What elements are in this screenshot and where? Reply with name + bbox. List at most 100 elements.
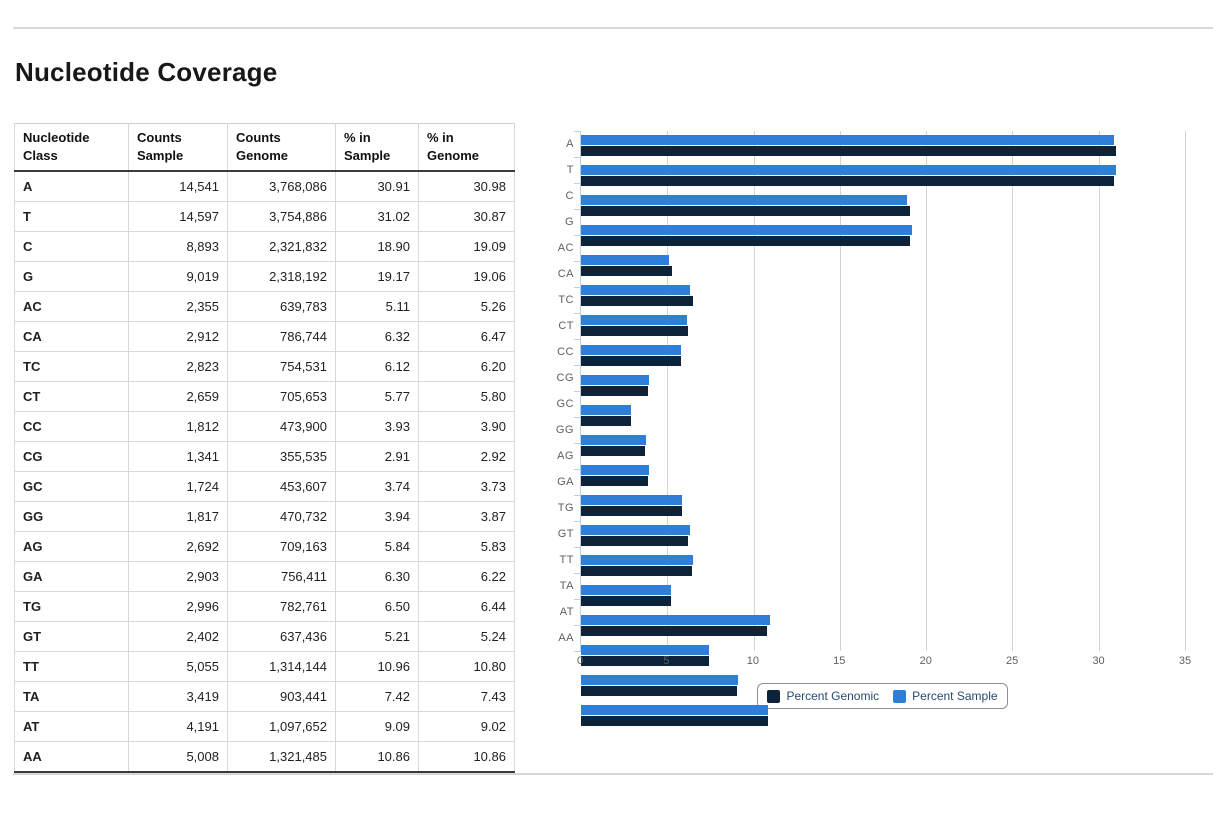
cell-nucleotide-class: CG [14,441,129,473]
bar-percent-genomic [581,506,682,516]
bar-percent-sample [581,225,912,235]
table-header-row: Nucleotide Class Counts Sample Counts Geno… [14,123,515,173]
cell-value: 453,607 [227,471,336,503]
category-axis-tick [574,235,581,236]
cell-value: 10.86 [335,741,419,774]
legend-item-percent-genomic[interactable]: Percent Genomic [767,689,879,703]
gridline [1098,131,1100,651]
category-axis-tick [574,313,581,314]
cell-value: 3.93 [335,411,419,443]
cell-value: 6.47 [418,321,515,353]
cell-value: 8,893 [128,231,228,263]
gridline [1012,131,1014,651]
cell-value: 2,823 [128,351,228,383]
category-axis-tick [574,287,581,288]
table-row: GA 2,903 756,411 6.30 6.22 [14,561,515,593]
cell-value: 2,402 [128,621,228,653]
category-label: C [565,190,574,202]
bar-percent-sample [581,345,681,355]
table-row: GT 2,402 637,436 5.21 5.24 [14,621,515,653]
table-row: C 8,893 2,321,832 18.90 19.09 [14,231,515,263]
value-axis-tick-label: 30 [1092,655,1105,667]
cell-nucleotide-class: GC [14,471,129,503]
bar-percent-sample [581,405,632,415]
cell-nucleotide-class: AA [14,741,129,774]
category-label: TA [559,580,574,592]
bar-percent-genomic [581,206,911,216]
cell-value: 5.24 [418,621,515,653]
bar-percent-genomic [581,536,689,546]
category-label: G [564,216,574,228]
table-row: CA 2,912 786,744 6.32 6.47 [14,321,515,353]
table-header: Nucleotide Class Counts Sample Counts Geno… [14,123,515,173]
cell-value: 5.26 [418,291,515,323]
cell-value: 1,097,652 [227,711,336,743]
category-label: T [566,164,574,176]
bar-percent-genomic [581,716,769,726]
cell-value: 3.73 [418,471,515,503]
bar-percent-sample [581,435,646,445]
bar-group [581,705,1185,731]
bar-group [581,165,1185,191]
legend-item-label: Percent Sample [912,689,998,703]
bar-percent-genomic [581,386,649,396]
cell-value: 5.11 [335,291,419,323]
category-axis-tick [574,443,581,444]
category-axis-tick [574,391,581,392]
category-label: TT [559,554,574,566]
bar-percent-sample [581,285,691,295]
cell-value: 6.44 [418,591,515,623]
category-label: GG [555,424,574,436]
category-axis-tick [574,469,581,470]
bar-percent-genomic [581,596,672,606]
bar-percent-sample [581,555,694,565]
cell-value: 2,996 [128,591,228,623]
cell-value: 2,692 [128,531,228,563]
cell-value: 2,321,832 [227,231,336,263]
cell-nucleotide-class: TC [14,351,129,383]
cell-value: 2,318,192 [227,261,336,293]
cell-nucleotide-class: CC [14,411,129,443]
category-label: CC [557,346,574,358]
bar-percent-genomic [581,176,1114,186]
bar-percent-genomic [581,356,682,366]
bar-percent-sample [581,315,687,325]
cell-value: 1,341 [128,441,228,473]
bar-percent-sample [581,375,649,385]
cell-value: 30.91 [335,170,419,203]
bar-group [581,615,1185,641]
cell-nucleotide-class: G [14,261,129,293]
category-axis-tick [574,261,581,262]
cell-value: 18.90 [335,231,419,263]
table-row: CG 1,341 355,535 2.91 2.92 [14,441,515,473]
nucleotide-table: Nucleotide Class Counts Sample Counts Geno… [14,123,515,774]
category-label: CA [557,268,574,280]
main-content: Nucleotide Class Counts Sample Counts Geno… [14,123,1227,774]
legend-item-percent-sample[interactable]: Percent Sample [893,689,998,703]
bar-percent-sample [581,195,908,205]
chart-legend: Percent Genomic Percent Sample [757,683,1008,709]
bar-percent-genomic [581,446,646,456]
cell-value: 754,531 [227,351,336,383]
bar-group [581,645,1185,671]
bar-percent-sample [581,705,769,715]
value-axis-tick-label: 10 [746,655,759,667]
gridline [839,131,841,651]
bar-percent-sample [581,585,671,595]
table-row: TC 2,823 754,531 6.12 6.20 [14,351,515,383]
column-header: % in Genome [418,123,515,173]
bar-group [581,465,1185,491]
cell-value: 5.83 [418,531,515,563]
cell-value: 14,541 [128,170,228,203]
bar-group [581,195,1185,221]
table-row: AA 5,008 1,321,485 10.86 10.86 [14,741,515,774]
bar-group [581,285,1185,311]
bar-percent-sample [581,465,649,475]
category-label: CG [556,372,574,384]
cell-value: 9.02 [418,711,515,743]
category-label: A [566,138,574,150]
cell-value: 2.91 [335,441,419,473]
bar-group [581,435,1185,461]
legend-row: Percent Genomic Percent Sample [580,683,1185,709]
table-row: CT 2,659 705,653 5.77 5.80 [14,381,515,413]
